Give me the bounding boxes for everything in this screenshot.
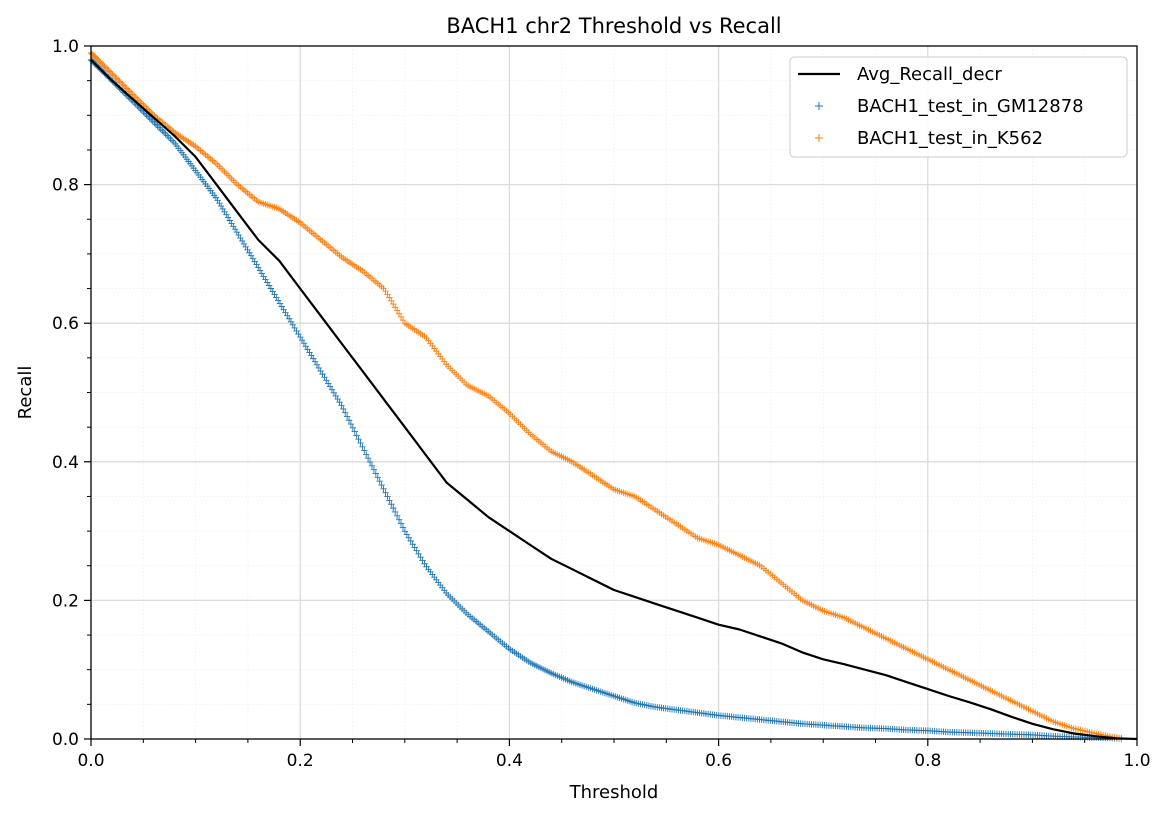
data-point-marker [234, 229, 240, 235]
data-point-marker [161, 129, 167, 135]
data-point-marker [109, 71, 115, 77]
data-point-marker [220, 206, 226, 212]
data-point-marker [244, 247, 250, 253]
data-point-marker [230, 223, 236, 229]
data-point-marker [239, 238, 245, 244]
data-point-marker [235, 182, 241, 188]
data-point-marker [228, 220, 234, 226]
data-point-marker [167, 136, 173, 142]
legend-label: BACH1_test_in_GM12878 [857, 96, 1084, 117]
data-point-marker [214, 162, 220, 168]
data-point-marker [221, 209, 227, 215]
data-point-marker [197, 147, 203, 153]
data-point-marker [237, 235, 243, 241]
y-tick-label: 0.6 [52, 314, 79, 334]
data-point-marker [227, 217, 233, 223]
x-tick-label: 0.4 [496, 751, 523, 771]
data-point-marker [244, 190, 250, 196]
series-BACH1_test_in_GM12878 [88, 57, 1125, 742]
x-tick-label: 0.0 [77, 751, 104, 771]
data-point-marker [239, 185, 245, 191]
data-point-marker [223, 170, 229, 176]
x-tick-label: 0.2 [287, 751, 314, 771]
data-point-marker [206, 154, 212, 160]
data-point-marker [169, 137, 175, 143]
y-tick-label: 0.2 [52, 591, 79, 611]
data-point-marker [230, 177, 236, 183]
y-tick-label: 1.0 [52, 37, 79, 57]
x-tick-label: 1.0 [1123, 751, 1150, 771]
y-tick-label: 0.4 [52, 453, 79, 473]
y-axis-label: Recall [15, 366, 36, 420]
legend-label: BACH1_test_in_K562 [857, 128, 1043, 149]
data-point-marker [218, 203, 224, 209]
y-tick-label: 0.0 [52, 730, 79, 750]
x-axis-label: Threshold [569, 782, 659, 803]
data-point-marker [248, 193, 254, 199]
data-point-marker [114, 75, 120, 81]
data-point-marker [221, 169, 227, 175]
x-tick-label: 0.6 [705, 751, 732, 771]
data-point-marker [246, 191, 252, 197]
data-point-marker [202, 152, 208, 158]
data-point-marker [164, 132, 170, 138]
data-point-marker [241, 241, 247, 247]
data-point-marker [220, 167, 226, 173]
data-point-marker [232, 226, 238, 232]
data-point-marker [225, 214, 231, 220]
data-point-marker [196, 146, 202, 152]
data-point-marker [246, 250, 252, 256]
data-point-marker [201, 150, 207, 156]
data-point-marker [112, 74, 118, 80]
data-point-marker [225, 172, 231, 178]
data-point-marker [116, 78, 122, 84]
legend: Avg_Recall_decr BACH1_test_in_GM12878 BACH… [790, 57, 1127, 157]
data-point-marker [228, 176, 234, 182]
data-point-marker [241, 187, 247, 193]
data-point-marker [234, 181, 240, 187]
x-tick-label: 0.8 [914, 751, 941, 771]
data-point-marker [216, 163, 222, 169]
data-point-marker [211, 159, 217, 165]
chart-title: BACH1 chr2 Threshold vs Recall [446, 14, 781, 38]
legend-label: Avg_Recall_decr [857, 64, 1002, 85]
data-point-marker [166, 134, 172, 140]
data-point-marker [111, 73, 117, 79]
data-point-marker [208, 156, 214, 162]
data-point-marker [223, 211, 229, 217]
data-point-marker [216, 200, 222, 206]
data-point-marker [115, 77, 121, 83]
data-point-marker [248, 252, 254, 258]
data-point-marker [209, 157, 215, 163]
y-tick-label: 0.8 [52, 176, 79, 196]
data-point-marker [227, 174, 233, 180]
data-point-marker [213, 160, 219, 166]
data-point-marker [162, 131, 168, 137]
data-point-marker [204, 153, 210, 159]
data-point-marker [235, 232, 241, 238]
data-point-marker [218, 165, 224, 171]
